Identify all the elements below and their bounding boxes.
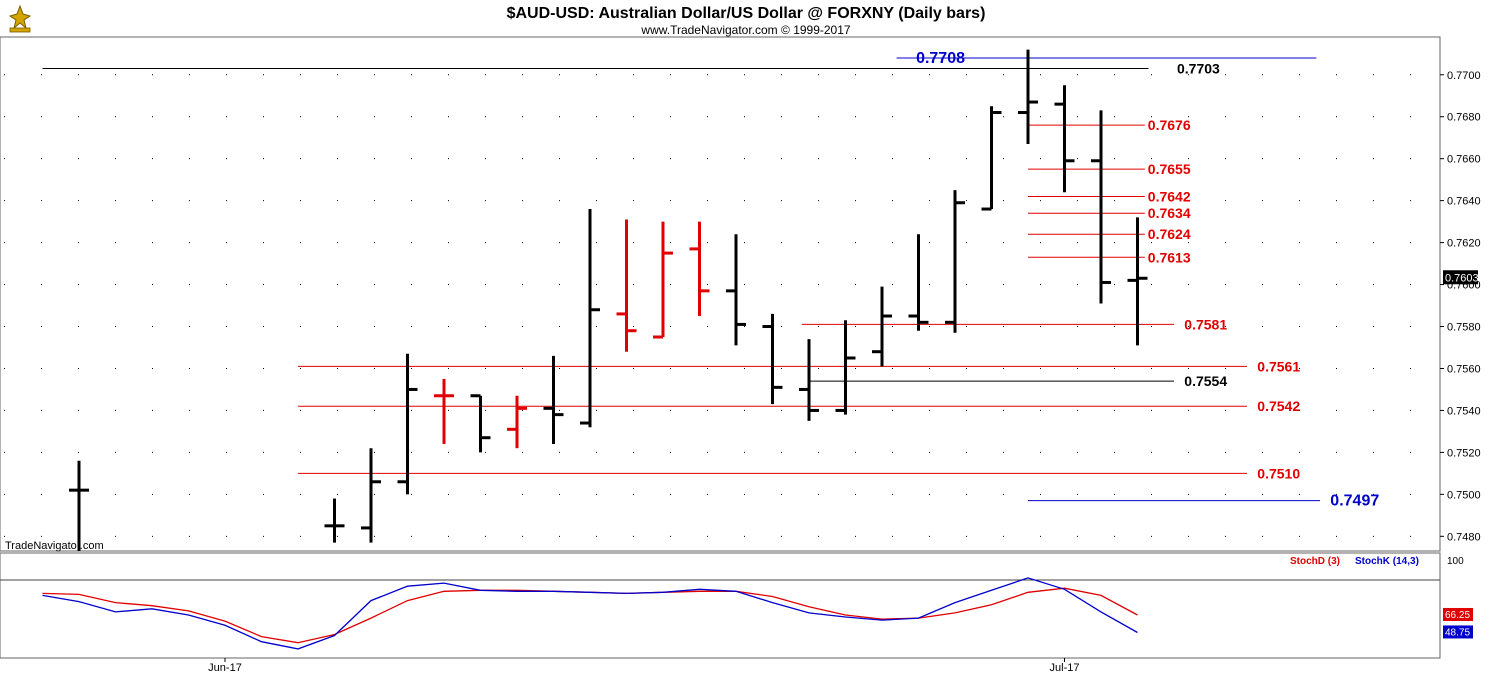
- level-label-1: 0.7703: [1177, 60, 1220, 76]
- level-label-5: 0.7634: [1148, 205, 1191, 221]
- level-label-8: 0.7581: [1184, 316, 1227, 332]
- level-label-3: 0.7655: [1148, 161, 1191, 177]
- y-tick-label-3: 0.7640: [1447, 196, 1481, 208]
- y-tick-label-4: 0.7620: [1447, 238, 1481, 250]
- y-tick-label-1: 0.7680: [1447, 112, 1481, 124]
- x-tick-label-0: Jun-17: [208, 662, 242, 674]
- ohlc-bar-21: [1054, 85, 1075, 193]
- current-price-label: 0.7603: [1445, 272, 1479, 284]
- ohlc-bar-4: [434, 378, 454, 445]
- ohlc-bar-2: [361, 448, 381, 543]
- y-tick-label-7: 0.7560: [1447, 363, 1481, 375]
- stoch-line-1: [42, 577, 1138, 650]
- ohlc-bar-5: [470, 394, 491, 453]
- ohlc-bar-18: [945, 190, 965, 333]
- ohlc-bar-20: [1018, 49, 1038, 144]
- ohlc-bar-12: [726, 234, 746, 346]
- ohlc-bar-9: [616, 219, 637, 352]
- stoch-last-box-0: [1443, 607, 1473, 621]
- stochastic-panel: 100 66.25 48.75 StochD (3) StochK (14,3): [0, 552, 1473, 659]
- ohlc-bar-19: [981, 106, 1002, 211]
- stoch-tick-label: 100: [1447, 556, 1464, 567]
- ohlc-bar-15: [835, 320, 856, 415]
- level-label-11: 0.7542: [1257, 398, 1300, 414]
- stoch-k-legend: StochK (14,3): [1355, 556, 1419, 567]
- ohlc-bar-17: [908, 234, 929, 331]
- y-tick-label-9: 0.7520: [1447, 447, 1481, 459]
- chart-subtitle: www.TradeNavigator.com © 1999-2017: [640, 23, 850, 37]
- ohlc-bar-11: [689, 221, 710, 317]
- y-tick-label-11: 0.7480: [1447, 531, 1481, 543]
- ohlc-bar-0: [69, 460, 89, 551]
- price-axis: 0.77000.76800.76600.76400.76200.76000.75…: [1440, 70, 1481, 543]
- ohlc-bar-14: [799, 339, 819, 421]
- level-label-12: 0.7510: [1257, 465, 1300, 481]
- chart-title: $AUD-USD: Australian Dollar/US Dollar @ …: [507, 5, 986, 22]
- y-tick-label-0: 0.7700: [1447, 70, 1481, 82]
- ohlc-bar-1: [324, 498, 345, 543]
- ohlc-bar-7: [543, 355, 564, 445]
- ohlc-bar-13: [762, 313, 783, 405]
- price-bars: [69, 49, 1148, 551]
- level-label-13: 0.7497: [1330, 493, 1379, 510]
- ohlc-bar-3: [397, 353, 418, 495]
- stoch-d-legend: StochD (3): [1290, 556, 1340, 567]
- ohlc-bar-10: [653, 221, 673, 339]
- y-tick-label-6: 0.7580: [1447, 322, 1481, 334]
- time-axis: Jun-17 Jul-17: [208, 658, 1079, 674]
- y-tick-label-8: 0.7540: [1447, 405, 1481, 417]
- watermark: TradeNavigator.com: [5, 540, 104, 552]
- level-label-6: 0.7624: [1148, 226, 1191, 242]
- level-label-9: 0.7561: [1257, 358, 1300, 374]
- stoch-last-label-1: 48.75: [1445, 627, 1470, 638]
- y-tick-label-10: 0.7500: [1447, 489, 1481, 501]
- y-tick-label-2: 0.7660: [1447, 154, 1481, 166]
- x-tick-label-1: Jul-17: [1050, 662, 1080, 674]
- stoch-last-box-1: [1443, 625, 1473, 639]
- level-label-7: 0.7613: [1148, 249, 1191, 265]
- level-label-2: 0.7676: [1148, 117, 1191, 133]
- current-price-box: [1443, 270, 1478, 285]
- ohlc-bar-23: [1127, 217, 1148, 346]
- trade-navigator-logo: [8, 4, 32, 33]
- ohlc-bar-6: [507, 395, 527, 449]
- level-label-10: 0.7554: [1184, 373, 1227, 389]
- stochastic-axis: 100 66.25 48.75: [1443, 556, 1473, 639]
- ohlc-bar-22: [1091, 110, 1111, 304]
- ohlc-bar-16: [872, 286, 892, 367]
- stoch-last-label-0: 66.25: [1445, 610, 1470, 621]
- ohlc-bar-8: [580, 209, 600, 428]
- level-label-4: 0.7642: [1148, 188, 1191, 204]
- level-label-0: 0.7708: [916, 50, 965, 67]
- stochastic-lines: [42, 577, 1138, 650]
